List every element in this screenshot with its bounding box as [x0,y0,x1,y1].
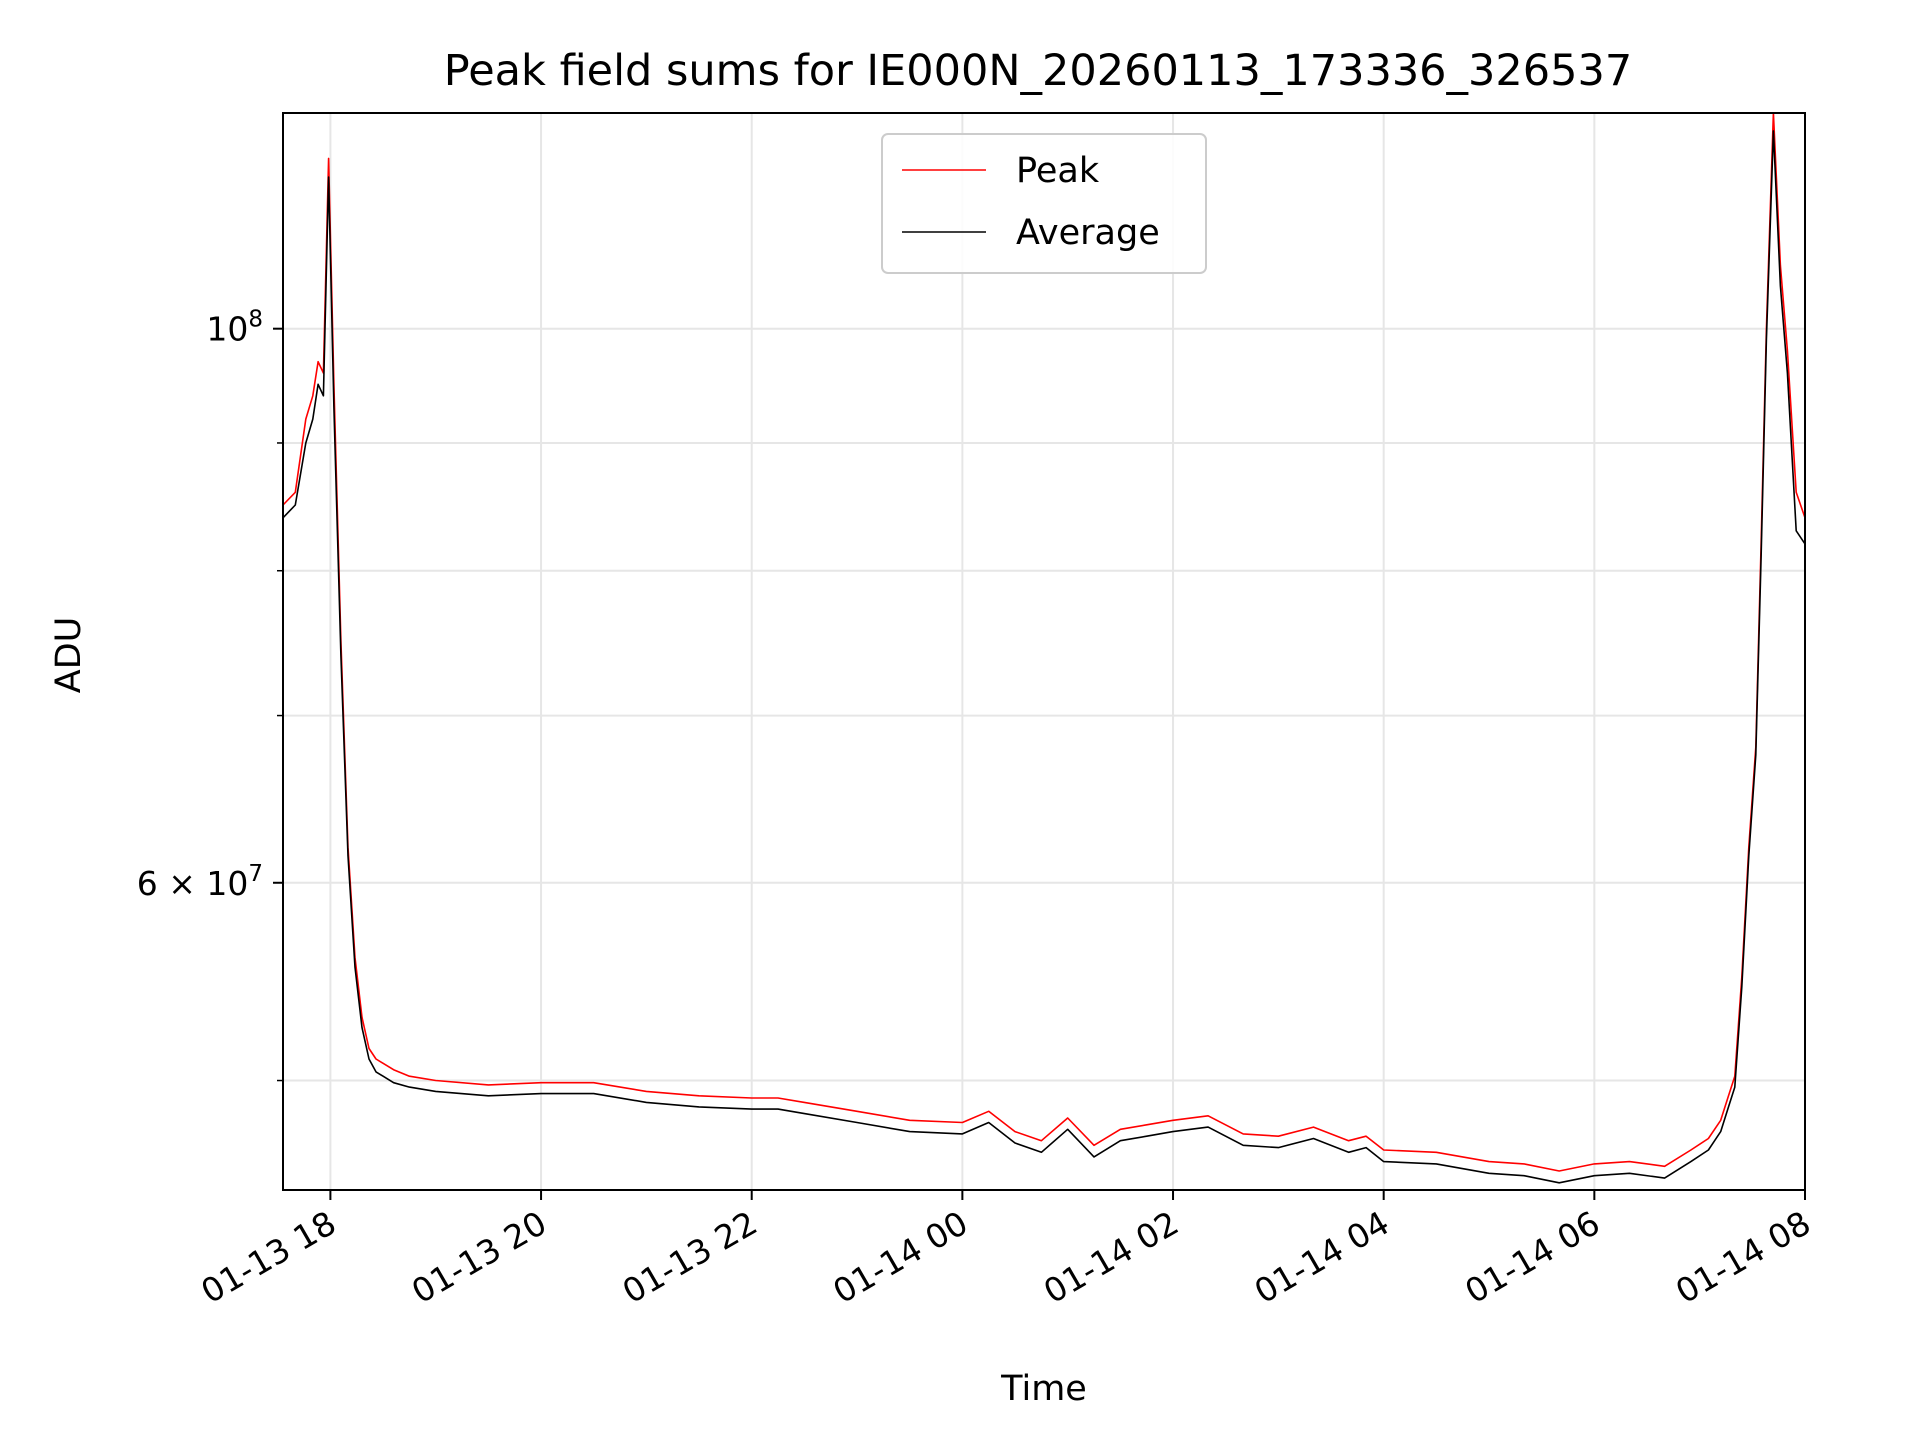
series-line-average [282,130,1806,1184]
plot-frame [282,112,1806,1191]
legend: Peak Average [881,133,1207,274]
y-tick-base: 6 × 10 [137,864,249,903]
legend-frame [881,133,1207,274]
y-tick-base: 10 [206,310,248,349]
chart-title: Peak field sums for IE000N_20260113_1733… [444,46,1632,96]
y-tick-label: 6 × 107 [137,861,263,903]
y-axis: 108 6 × 107 [137,307,283,1082]
x-axis-label: Time [1000,1369,1087,1409]
y-tick-exponent: 7 [248,861,263,887]
legend-label-average: Average [1016,213,1160,253]
y-tick-label: 108 [206,307,263,349]
series-line-peak [282,112,1806,1172]
legend-label-peak: Peak [1016,151,1100,191]
y-axis-label: ADU [49,617,89,694]
y-tick-exponent: 8 [248,307,263,333]
series-layer [282,112,1806,1184]
